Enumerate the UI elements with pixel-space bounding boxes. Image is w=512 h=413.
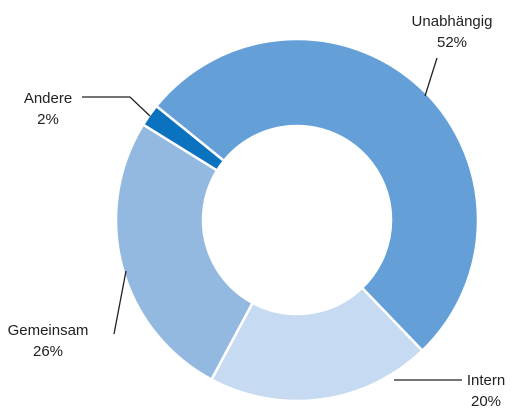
slice <box>154 37 480 353</box>
slice-label: Intern <box>467 372 505 389</box>
value-label: 20% <box>471 393 501 410</box>
value-label: 52% <box>437 34 467 51</box>
leader-line <box>82 96 151 117</box>
slice-label: Gemeinsam <box>8 322 89 339</box>
slice <box>141 104 226 173</box>
value-label: 26% <box>33 343 63 360</box>
slice <box>114 122 255 382</box>
labels: Unabhängig 52% Intern 20% Gemeinsam 26% Andere… <box>8 13 506 410</box>
donut <box>114 37 480 403</box>
value-label: 2% <box>37 111 59 128</box>
slice-label: Andere <box>24 90 72 107</box>
slice <box>209 286 425 403</box>
leader-line <box>424 57 438 97</box>
slice-label: Unabhängig <box>412 13 493 30</box>
leader-line <box>113 270 127 335</box>
